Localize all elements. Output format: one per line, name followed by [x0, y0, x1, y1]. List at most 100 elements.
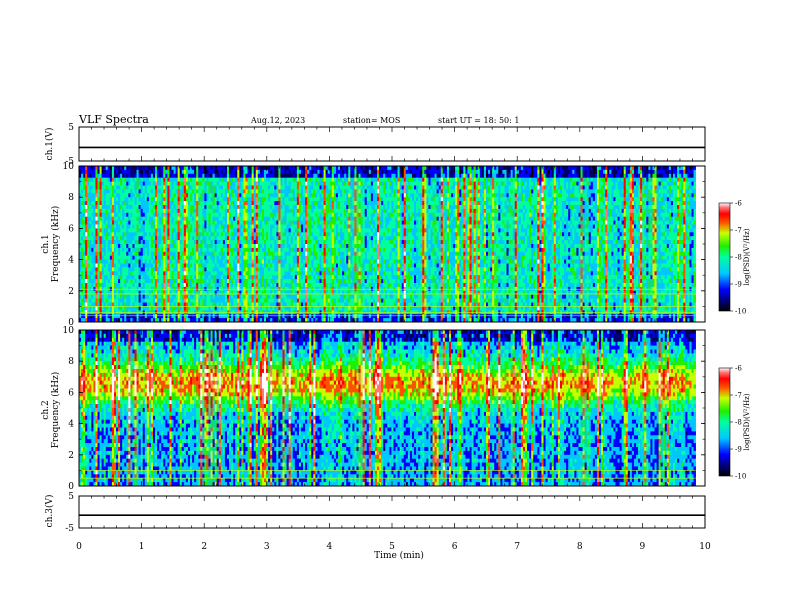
ch1-spectrogram-cell	[171, 205, 173, 209]
ch1-spectrogram-cell	[248, 182, 250, 186]
ch1-spectrogram-cell	[638, 225, 640, 229]
ch1-spectrogram-cell	[572, 217, 574, 221]
ch1-spectrogram-cell	[338, 213, 340, 217]
ch1-spectrogram-cell	[457, 209, 459, 213]
ch1-spectrogram-cell	[541, 182, 543, 186]
ch1-spectrogram-cell	[163, 178, 165, 182]
ch1-spectrogram-cell	[352, 205, 354, 209]
ch1-spectrogram-cell	[81, 174, 83, 178]
ch1-spectrogram-cell	[367, 182, 369, 186]
ch1-spectrogram-cell	[564, 193, 566, 197]
ch1-spectrogram-cell	[428, 217, 430, 221]
ch1-spectrogram-cell	[624, 170, 626, 174]
ch1-spectrogram-cell	[566, 221, 568, 225]
ch1-spectrogram-cell	[422, 217, 424, 221]
ch1-spectrogram-cell	[128, 205, 130, 209]
ch1-spectrogram-cell	[340, 213, 342, 217]
ch1-spectrogram-cell	[365, 217, 367, 221]
ch1-spectrogram-cell	[145, 217, 147, 221]
ch1-spectrogram-cell	[447, 205, 449, 209]
ch1-spectrogram-cell	[683, 193, 685, 197]
ch1-spectrogram-cell	[599, 205, 601, 209]
ch1-spectrogram-cell	[184, 174, 186, 178]
ch1-spectrogram-cell	[196, 213, 198, 217]
ch1-spectrogram-cell	[459, 201, 461, 205]
ch1-spectrogram-cell	[400, 225, 402, 229]
ch1-spectrogram-cell	[241, 213, 243, 217]
ch1-spectrogram-cell	[461, 193, 463, 197]
ch1-spectrogram-cell	[613, 205, 615, 209]
ch1-spectrogram-cell	[167, 166, 169, 170]
ch1-spectrogram-cell	[424, 166, 426, 170]
ch1-spectrogram-cell	[568, 174, 570, 178]
ch1-spectrogram-cell	[204, 182, 206, 186]
ch1-spectrogram-cell	[373, 189, 375, 193]
ch1-spectrogram-cell	[118, 217, 120, 221]
ch1-spectrogram-cell	[342, 182, 344, 186]
ch1-spectrogram-cell	[141, 186, 143, 190]
ch1-spectrogram-cell	[128, 228, 130, 232]
ch1-spectrogram-cell	[264, 213, 266, 217]
ch1-spectrogram-cell	[677, 170, 679, 174]
ch1-spectrogram-cell	[309, 189, 311, 193]
ch1-spectrogram-cell	[694, 193, 696, 197]
ch1-spectrogram-cell	[231, 189, 233, 193]
ch1-spectrogram-cell	[675, 197, 677, 201]
ch1-spectrogram-cell	[622, 178, 624, 182]
ch1-spectrogram-cell	[521, 205, 523, 209]
ch1-spectrogram-cell	[689, 225, 691, 229]
ch1-spectrogram-cell	[237, 213, 239, 217]
ch1-spectrogram-cell	[572, 221, 574, 225]
ch1-spectrogram-cell	[330, 189, 332, 193]
ch1-spectrogram-cell	[461, 201, 463, 205]
ch1-spectrogram-cell	[519, 213, 521, 217]
ch1-spectrogram-cell	[566, 197, 568, 201]
ch1-spectrogram-cell	[574, 186, 576, 190]
ch1-spectrogram-cell	[630, 205, 632, 209]
ch1-spectrogram-cell	[585, 174, 587, 178]
ch1-spectrogram-cell	[490, 189, 492, 193]
ch1-spectrogram-cell	[180, 178, 182, 182]
ch1-spectrogram-cell	[266, 197, 268, 201]
ch1-spectrogram-cell	[667, 170, 669, 174]
ch1-spectrogram-cell	[638, 201, 640, 205]
ch1-spectrogram-cell	[174, 174, 176, 178]
ch1-spectrogram-cell	[463, 166, 465, 170]
ch1-spectrogram-cell	[248, 166, 250, 170]
ch1-spectrogram-cell	[437, 205, 439, 209]
ch1-spectrogram-cell	[326, 174, 328, 178]
ch1-spectrogram-cell	[272, 166, 274, 170]
ch1-spectrogram-cell	[560, 213, 562, 217]
ch1-spectrogram-cell	[186, 193, 188, 197]
ch1-spectrogram-cell	[414, 186, 416, 190]
ch1-spectrogram-cell	[93, 197, 95, 201]
ch1-spectrogram-cell	[211, 166, 213, 170]
ch1-spectrogram-cell	[463, 213, 465, 217]
ch1-spectrogram-cell	[562, 205, 564, 209]
ch1-spectrogram-cell	[486, 209, 488, 213]
ch1-spectrogram-cell	[243, 225, 245, 229]
ch1-spectrogram-cell	[377, 186, 379, 190]
ch1-spectrogram-cell	[348, 170, 350, 174]
ch1-spectrogram-cell	[180, 197, 182, 201]
ch1-spectrogram-cell	[278, 217, 280, 221]
ch1-spectrogram-cell	[291, 213, 293, 217]
ch1-spectrogram-cell	[260, 209, 262, 213]
ch1-spectrogram-cell	[504, 209, 506, 213]
ch1-spectrogram-cell	[190, 197, 192, 201]
ch1-spectrogram-cell	[200, 174, 202, 178]
ch1-spectrogram-cell	[605, 221, 607, 225]
ch1-spectrogram-cell	[587, 209, 589, 213]
ch1-spectrogram-cell	[507, 225, 509, 229]
ch1-spectrogram-cell	[85, 213, 87, 217]
ch1-spectrogram-cell	[657, 189, 659, 193]
ch1-spectrogram-cell	[326, 217, 328, 221]
ch1-spectrogram-cell	[572, 174, 574, 178]
ch1-spectrogram-cell	[83, 217, 85, 221]
ch1-spectrogram-cell	[422, 166, 424, 170]
ch1-spectrogram-cell	[566, 186, 568, 190]
ch1-spectrogram-cell	[282, 166, 284, 170]
ch1-spectrogram-cell	[287, 186, 289, 190]
ch1-spectrogram-cell	[258, 166, 260, 170]
ch1-spectrogram-cell	[126, 170, 128, 174]
